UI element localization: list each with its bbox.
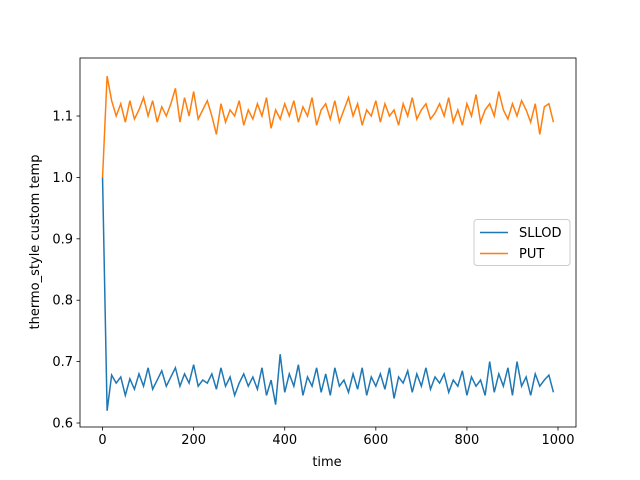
x-tick-label: 200: [181, 433, 206, 448]
series-line: [101, 177, 555, 411]
series-line: [101, 75, 555, 178]
y-tick-label: 0.9: [52, 232, 73, 247]
x-tick-label: 800: [455, 433, 480, 448]
y-tick-label: 0.6: [52, 417, 73, 432]
x-axis-label: time: [312, 455, 341, 470]
y-axis-label: thermo_style custom temp: [28, 155, 43, 330]
x-tick-label: 1000: [541, 433, 574, 448]
y-tick-label: 1.1: [52, 110, 73, 125]
legend-label: SLLOD: [519, 226, 562, 241]
legend-label: PUT: [519, 247, 544, 262]
x-tick-label: 0: [98, 433, 106, 448]
x-tick-label: 400: [272, 433, 297, 448]
x-tick-label: 600: [363, 433, 388, 448]
y-tick-label: 0.8: [52, 294, 73, 309]
plot-frame: [79, 57, 577, 428]
y-tick-label: 0.7: [52, 355, 73, 370]
y-tick-label: 1.0: [52, 171, 73, 186]
